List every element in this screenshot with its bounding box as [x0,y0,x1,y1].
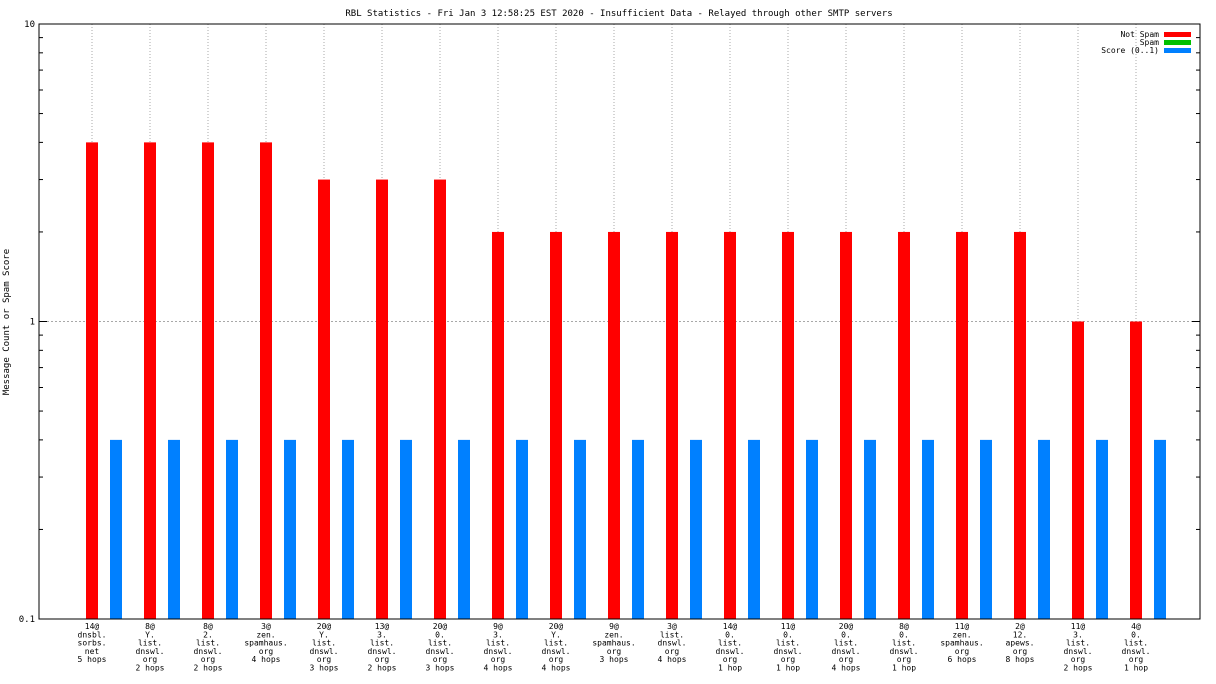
y-tick-label: 0.1 [19,615,35,625]
x-tick-label: 20@ Y. list. dnswl. org 3 hops [310,622,339,673]
y-tick-label: 10 [24,20,35,30]
x-tick-label: 8@ 0. list. dnswl. org 1 hop [890,622,919,673]
x-tick-label: 11@ 3. list. dnswl. org 2 hops [1064,622,1093,673]
bar-not-spam [898,231,910,619]
bar-score-0-1 [1096,439,1108,619]
x-tick-label: 3@ zen. spamhaus. org 4 hops [244,622,287,664]
bar-not-spam [666,231,678,619]
x-tick-label: 13@ 3. list. dnswl. org 2 hops [368,622,397,673]
y-axis-label: Message Count or Spam Score [2,249,12,395]
bar-not-spam [782,231,794,619]
x-tick-label: 2@ 12. apews. org 8 hops [1006,622,1035,664]
bar-not-spam [608,231,620,619]
bar-score-0-1 [690,439,702,619]
bar-score-0-1 [342,439,354,619]
bar-score-0-1 [574,439,586,619]
x-tick-label: 9@ 3. list. dnswl. org 4 hops [484,622,513,673]
bar-score-0-1 [922,439,934,619]
x-tick-label: 20@ Y. list. dnswl. org 4 hops [542,622,571,673]
x-tick-label: 14@ dnsbl. sorbs. net 5 hops [78,622,107,664]
bar-not-spam [434,179,446,619]
bar-not-spam [1072,321,1084,619]
bar-score-0-1 [1154,439,1166,619]
bar-not-spam [318,179,330,619]
y-tick-label: 1 [30,318,35,328]
bar-not-spam [376,179,388,619]
bar-not-spam [492,231,504,619]
x-tick-label: 11@ zen. spamhaus. org 6 hops [940,622,983,664]
bar-score-0-1 [1038,439,1050,619]
legend-swatch [1164,40,1191,45]
bar-score-0-1 [632,439,644,619]
bar-score-0-1 [806,439,818,619]
bar-score-0-1 [458,439,470,619]
bar-not-spam [724,231,736,619]
bar-not-spam [260,142,272,619]
bar-score-0-1 [864,439,876,619]
bar-score-0-1 [168,439,180,619]
x-tick-label: 20@ 0. list. dnswl. org 4 hops [832,622,861,673]
bar-not-spam [956,231,968,619]
x-tick-label: 3@ list. dnswl. org 4 hops [658,622,687,664]
legend-label: Score (0..1) [1101,46,1159,55]
x-tick-label: 9@ zen. spamhaus. org 3 hops [592,622,635,664]
x-tick-label: 14@ 0. list. dnswl. org 1 hop [716,622,745,673]
bar-not-spam [1130,321,1142,619]
legend-label: Spam [1140,38,1159,47]
x-axis-labels: 14@ dnsbl. sorbs. net 5 hops 8@ Y. list. dnswl. o… [78,622,1151,673]
bar-score-0-1 [110,439,122,619]
bar-not-spam [86,142,98,619]
bar-not-spam [144,142,156,619]
chart-title: RBL Statistics - Fri Jan 3 12:58:25 EST … [345,9,892,19]
x-tick-label: 20@ 0. list. dnswl. org 3 hops [426,622,455,673]
bar-score-0-1 [980,439,992,619]
x-tick-label: 4@ 0. list. dnswl. org 1 hop [1122,622,1151,673]
bar-not-spam [202,142,214,619]
bar-not-spam [1014,231,1026,619]
legend-swatch [1164,32,1191,37]
x-tick-label: 8@ Y. list. dnswl. org 2 hops [136,622,165,673]
bars [86,142,1166,619]
legend-swatch [1164,48,1191,53]
legend-label: Not Spam [1120,30,1159,39]
bar-score-0-1 [284,439,296,619]
bar-score-0-1 [748,439,760,619]
bar-not-spam [840,231,852,619]
bar-score-0-1 [400,439,412,619]
x-tick-label: 8@ 2. list. dnswl. org 2 hops [194,622,223,673]
x-tick-label: 11@ 0. list. dnswl. org 1 hop [774,622,803,673]
y-axis-ticks: 10 1 0.1 [19,20,1200,625]
bar-score-0-1 [516,439,528,619]
bar-score-0-1 [226,439,238,619]
bar-not-spam [550,231,562,619]
